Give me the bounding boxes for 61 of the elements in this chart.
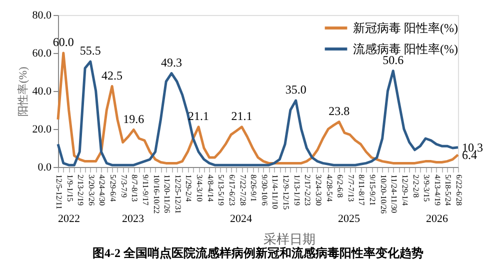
x-tick-label: 9/15-9/21: [368, 174, 378, 206]
data-label: 55.5: [80, 44, 101, 58]
x-tick-label: 6/17-6/23: [227, 174, 236, 206]
x-tick-label: 5/13-5/19: [216, 174, 226, 206]
text: 2024: [230, 213, 252, 225]
y-tick-label: 0.0: [38, 162, 52, 174]
x-tick-label: 11/24-11/30: [390, 174, 399, 214]
x-tick-label: 2/13-2/19: [76, 174, 86, 206]
x-axis-title: 采样日期: [264, 232, 316, 246]
x-tick-label: 2/2-2/8: [411, 174, 420, 198]
legend-label: 流感病毒 阳性率(%): [353, 42, 458, 56]
x-tick-label: 3/20-3/26: [86, 174, 96, 206]
text: 图4-2 全国哨点医院流感样病例新冠和流感病毒阳性率变化趋势: [92, 246, 424, 260]
data-label: 60.0: [52, 35, 74, 49]
data-label: 19.6: [123, 112, 144, 126]
text: 2023: [122, 213, 144, 225]
x-tick-label: 10/16-10/22: [152, 174, 161, 214]
data-label: 42.5: [102, 68, 123, 82]
y-tick-label: 40.0: [32, 86, 52, 98]
legend-label: 新冠病毒 阳性率(%): [353, 21, 458, 35]
x-tick-label: 7/7-7/13: [346, 174, 356, 202]
x-tick-label: 1/9-1/15: [65, 174, 74, 202]
x-tick-label: 1/13-1/19: [292, 174, 302, 206]
x-tick-label: 4/24-4/30: [98, 174, 107, 206]
x-tick-label: 1/29-2/4: [184, 174, 194, 202]
data-label: 35.0: [285, 82, 306, 96]
x-tick-label: 6/2-6/8: [336, 174, 345, 198]
x-tick-label: 12/29-1/4: [400, 174, 410, 206]
x-tick-label: 4/8-4/14: [206, 174, 215, 202]
data-label: 49.3: [161, 55, 182, 70]
y-tick-label: 80.0: [32, 10, 52, 22]
data-label: 21.1: [231, 108, 252, 123]
x-tick-label: 5/29-6/4: [108, 174, 118, 202]
x-tick-label: 11/4-11/10: [270, 174, 280, 210]
x-tick-label: 10/20-10/26: [378, 174, 388, 214]
x-tick-label: 4/28-5/4: [324, 174, 334, 202]
x-tick-label: 12/5-12/11: [54, 174, 64, 210]
y-axis-title: 阳性率(%): [16, 66, 30, 116]
x-tick-label: 3/9-3/15: [422, 174, 432, 202]
text: 2026: [426, 213, 448, 225]
x-tick-label: 8/7-8/13: [130, 174, 140, 202]
x-tick-label: 7/22-7/28: [238, 174, 248, 206]
x-tick-label: 9/11-9/17: [140, 174, 150, 206]
x-tick-label: 12/9-12/15: [282, 174, 291, 210]
x-tick-label: 3/24-3/30: [314, 174, 323, 206]
x-tick-label: 8/11-8/17: [357, 174, 366, 206]
y-tick-label: 20.0: [32, 124, 52, 136]
x-tick-label: 3/4-3/10: [195, 174, 204, 202]
x-tick-label: 8/26-9/1: [249, 174, 258, 202]
x-tick-label: 12/25-12/31: [173, 174, 182, 214]
x-tick-label: 4/13-4/19: [432, 174, 442, 206]
x-tick-label: 5/18-5/24: [444, 174, 453, 206]
text: 2025: [338, 213, 360, 225]
x-tick-label: 11/20-11/26: [162, 174, 172, 214]
x-tick-label: 2/17-2/23: [303, 174, 312, 206]
data-label: 23.8: [328, 104, 350, 118]
x-tick-label: 7/3-7/9: [119, 174, 128, 198]
text: 2022: [58, 213, 80, 225]
y-tick-label: 60.0: [32, 48, 52, 60]
x-tick-label: 9/30-10/6: [260, 174, 269, 206]
x-tick-label: 6/22-6/28: [454, 174, 464, 206]
